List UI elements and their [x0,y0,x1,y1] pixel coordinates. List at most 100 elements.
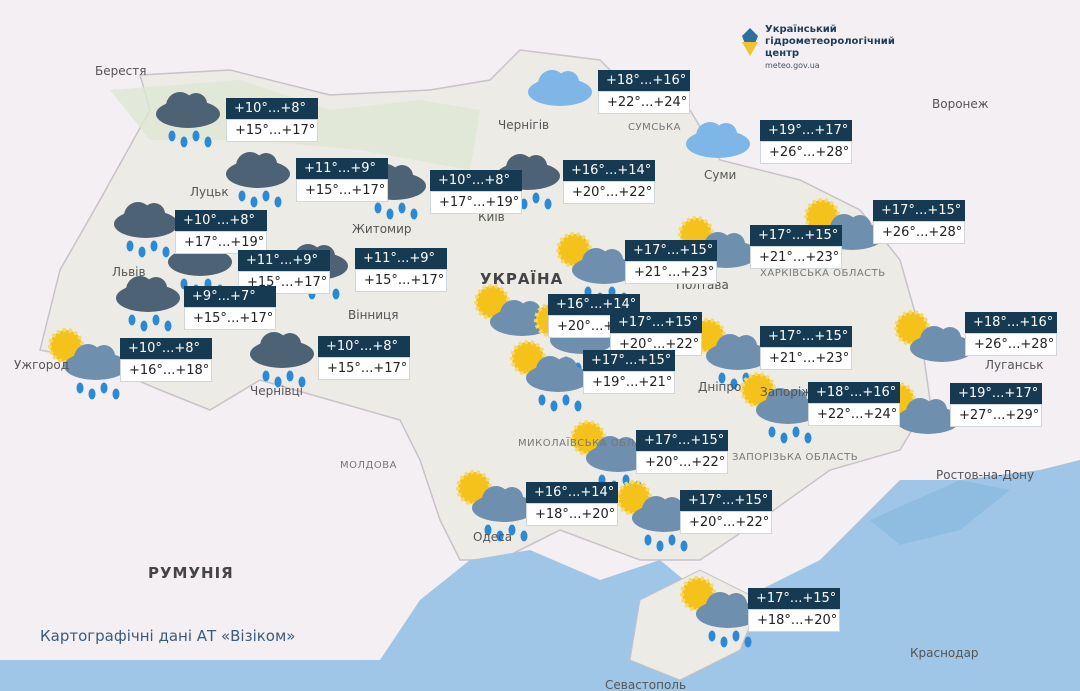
day-temp: +20°...+22° [680,511,772,534]
forecast-box: +17°...+15° +21°...+23° [760,326,852,370]
weather-icon [528,70,592,106]
day-temp: +15°...+17° [318,357,410,380]
day-temp: +21°...+23° [760,347,852,370]
night-temp: +17°...+15° [636,430,728,451]
forecast-box: +18°...+16° +26°...+28° [965,312,1057,356]
night-temp: +18°...+16° [808,382,900,403]
day-temp: +15°...+17° [355,269,447,292]
logo-text: центр [765,48,800,59]
forecast-box: +17°...+15° +21°...+23° [625,240,717,284]
forecast-box: +19°...+17° +27°...+29° [950,383,1042,427]
weather-icon [680,576,760,648]
place-label: ХАРКІВСЬКА ОБЛАСТЬ [760,268,886,279]
weather-icon [116,276,180,332]
night-temp: +17°...+15° [750,225,842,246]
forecast-box: +16°...+14° +18°...+20° [526,482,618,526]
day-temp: +21°...+23° [625,261,717,284]
forecast-box: +17°...+15° +19°...+21° [583,350,675,394]
place-label: Ужгород [14,358,70,372]
place-label: Краснодар [910,646,979,660]
day-temp: +17°...+19° [430,191,522,214]
night-temp: +17°...+15° [625,240,717,261]
day-temp: +22°...+24° [598,91,690,114]
day-temp: +26°...+28° [760,141,852,164]
weather-icon [894,310,974,362]
day-temp: +18°...+20° [526,503,618,526]
night-temp: +19°...+17° [760,120,852,141]
place-label: Дніпро [698,380,742,394]
weather-icon [570,420,650,492]
night-temp: +17°...+15° [610,312,702,333]
forecast-box: +9°...+7° +15°...+17° [184,286,276,330]
day-temp: +27°...+29° [950,404,1042,427]
night-temp: +11°...+9° [355,248,447,269]
place-label: ЗАПОРІЗЬКА ОБЛАСТЬ [732,452,859,463]
place-label: Суми [704,168,737,182]
logo-text: гідрометеорологічний [765,36,895,47]
forecast-box: +18°...+16° +22°...+24° [808,382,900,426]
logo-text: Український [765,24,837,35]
forecast-box: +10°...+8° +16°...+18° [120,338,212,382]
forecast-box: +17°...+15° +20°...+22° [680,490,772,534]
day-temp: +15°...+17° [226,119,318,142]
night-temp: +18°...+16° [965,312,1057,333]
forecast-box: +10°...+8° +15°...+17° [318,336,410,380]
weather-icon [740,372,820,444]
day-temp: +16°...+18° [120,359,212,382]
place-label: Берестя [95,64,147,78]
forecast-box: +19°...+17° +26°...+28° [760,120,852,164]
night-temp: +17°...+15° [680,490,772,511]
day-temp: +17°...+19° [175,231,267,254]
day-temp: +26°...+28° [873,221,965,244]
night-temp: +16°...+14° [563,160,655,181]
forecast-box: +11°...+9° +15°...+17° [296,158,388,202]
place-label: МИКОЛАЇВСЬКА ОБЛАСТЬ [518,438,664,449]
night-temp: +18°...+16° [598,70,690,91]
night-temp: +19°...+17° [950,383,1042,404]
place-label: Вінниця [348,308,399,322]
night-temp: +16°...+14° [548,294,640,315]
forecast-box: +17°...+15° +20°...+22° [636,430,728,474]
day-temp: +15°...+17° [184,307,276,330]
night-temp: +10°...+8° [226,98,318,119]
forecast-box: +17°...+15° +21°...+23° [750,225,842,269]
forecast-box: +17°...+15° +18°...+20° [748,588,840,632]
place-label: Ростов-на-Дону [936,468,1035,482]
place-label: Луганськ [985,358,1044,372]
forecast-box: +10°...+8° +17°...+19° [175,210,267,254]
place-label: Воронеж [932,97,989,111]
night-temp: +10°...+8° [430,170,522,191]
forecast-box: +16°...+14° +20°...+22° [563,160,655,204]
forecast-box: +10°...+8° +17°...+19° [430,170,522,214]
place-label: РУМУНІЯ [148,564,234,582]
day-temp: +19°...+21° [583,371,675,394]
forecast-box: +17°...+15° +26°...+28° [873,200,965,244]
place-label: Чернігів [498,118,550,132]
weather-icon [114,202,178,258]
forecast-box: +10°...+8° +15°...+17° [226,98,318,142]
weather-icon [474,284,554,336]
day-temp: +18°...+20° [748,609,840,632]
place-label: Одеса [473,530,513,544]
place-label: Житомир [352,222,412,236]
weather-icon [226,152,290,208]
weather-icon [456,470,536,542]
weather-icon [48,328,128,400]
forecast-box: +11°...+9° +15°...+17° [355,248,447,292]
day-temp: +21°...+23° [750,246,842,269]
night-temp: +10°...+8° [175,210,267,231]
logo-url: meteo.gov.ua [765,61,820,70]
day-temp: +20°...+22° [563,181,655,204]
night-temp: +9°...+7° [184,286,276,307]
map-credit: Картографічні дані АТ «Візіком» [40,627,296,645]
night-temp: +17°...+15° [583,350,675,371]
place-label: СУМСЬКА [628,122,681,133]
night-temp: +11°...+9° [296,158,388,179]
night-temp: +10°...+8° [318,336,410,357]
place-label: Львів [112,265,146,279]
day-temp: +22°...+24° [808,403,900,426]
day-temp: +26°...+28° [965,333,1057,356]
night-temp: +17°...+15° [760,326,852,347]
